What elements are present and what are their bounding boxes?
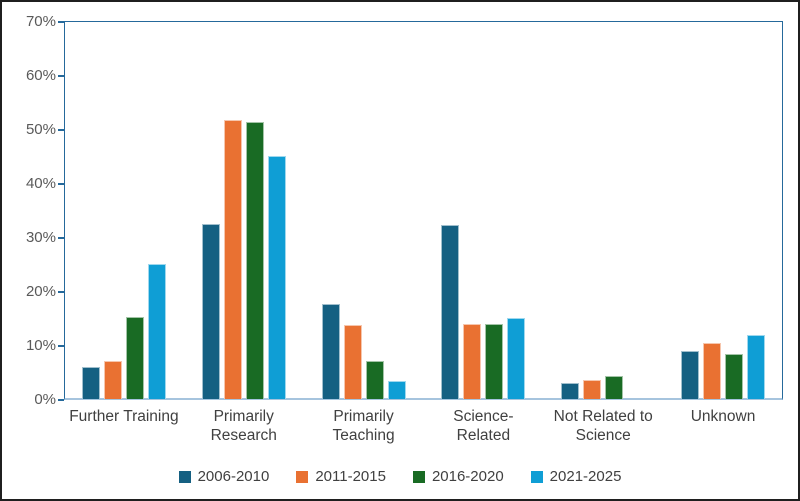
plot-area [64,21,783,400]
bar-2011-2015-science-related [463,324,482,399]
legend-item-2016-2020: 2016-2020 [412,468,504,486]
y-tick-mark [58,345,64,347]
bar-2021-2025-unknown [747,335,766,399]
bar-group-3 [304,22,424,399]
y-tick-label: 10% [25,337,56,354]
legend-item-2021-2025: 2021-2025 [530,468,622,486]
bar-2011-2015-unknown [703,343,722,399]
bar-2006-2010-primarily-teaching [321,304,340,399]
y-tick-mark [58,183,64,185]
y-tick-mark [58,21,64,23]
y-tick-mark [58,237,64,239]
category-label: Science-Related [453,408,514,444]
bar-group-4 [424,22,544,399]
y-tick-mark [58,399,64,401]
bar-2011-2015-further-training [103,361,122,399]
legend-label: 2006-2010 [197,468,270,485]
legend-label: 2011-2015 [315,468,386,485]
bar-2021-2025-further-training [147,264,166,399]
bar-2006-2010-primarily-research [201,224,220,399]
bar-2016-2020-not-related-to-science [605,376,624,399]
y-tick-label: 60% [25,67,56,84]
category-label: Further Training [69,408,179,425]
legend-swatch-icon [412,471,425,483]
bar-2016-2020-science-related [485,324,504,399]
legend-item-2011-2015: 2011-2015 [296,468,386,486]
bar-2016-2020-primarily-research [245,122,264,399]
bar-2011-2015-primarily-teaching [343,325,362,399]
y-tick-label: 0% [34,391,56,408]
y-tick-label: 70% [25,13,56,30]
legend-swatch-icon [178,471,191,483]
bar-2006-2010-not-related-to-science [561,383,580,399]
bar-2016-2020-unknown [725,354,744,399]
bar-2006-2010-unknown [681,351,700,399]
y-tick-mark [58,75,64,77]
category-label: Primarily Teaching [332,408,395,444]
bar-2011-2015-primarily-research [223,120,242,399]
category-label: Primarily Research [210,408,277,444]
bar-2016-2020-further-training [125,317,144,399]
bar-2021-2025-primarily-teaching [387,381,406,399]
bar-2006-2010-science-related [441,225,460,399]
category-label: Not Related to Science [553,408,653,444]
y-tick-mark [58,129,64,131]
bar-2006-2010-further-training [81,367,100,399]
legend-label: 2016-2020 [431,468,504,485]
y-tick-label: 20% [25,283,56,300]
y-tick-label: 40% [25,175,56,192]
bar-group-2 [184,22,304,399]
bar-2021-2025-primarily-research [267,156,286,399]
y-tick-label: 50% [25,121,56,138]
legend-label: 2021-2025 [549,468,622,485]
legend-swatch-icon [296,471,309,483]
category-label: Unknown [690,408,756,425]
bar-2016-2020-primarily-teaching [365,361,384,399]
bar-group-1 [64,22,184,399]
legend-swatch-icon [530,471,543,483]
category-axis-labels: Further Training Primarily Research Primar… [64,407,783,445]
bar-2021-2025-science-related [507,318,526,399]
y-tick-label: 30% [25,229,56,246]
bar-2011-2015-not-related-to-science [583,380,602,399]
legend: 2006-2010 2011-2015 2016-2020 2021-2025 [2,468,798,486]
bar-group-5 [543,22,663,399]
bar-group-6 [663,22,783,399]
legend-item-2006-2010: 2006-2010 [178,468,270,486]
y-tick-mark [58,291,64,293]
